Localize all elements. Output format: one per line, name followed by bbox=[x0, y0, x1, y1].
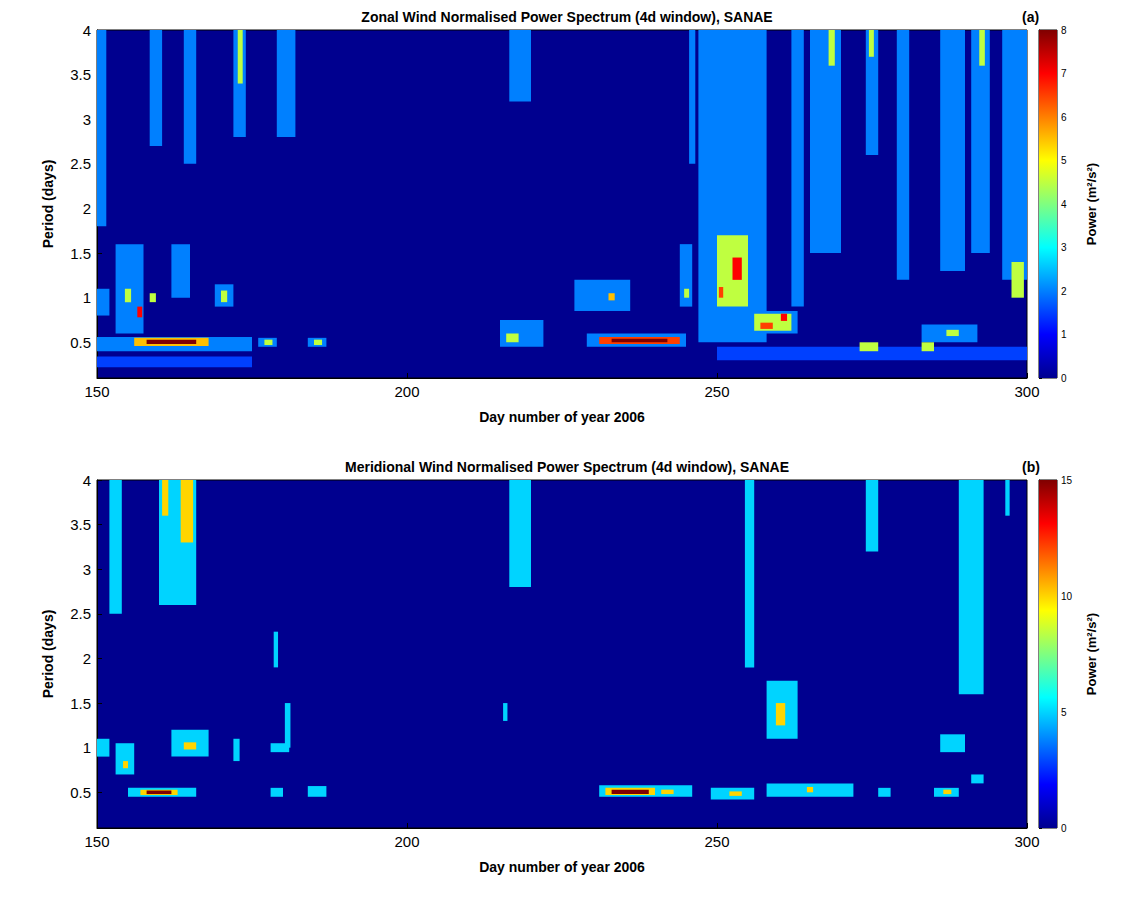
svg-text:0.5: 0.5 bbox=[70, 334, 91, 351]
svg-text:0.5: 0.5 bbox=[70, 784, 91, 801]
svg-text:Day number of year 2006: Day number of year 2006 bbox=[479, 859, 645, 875]
svg-text:1: 1 bbox=[83, 289, 91, 306]
svg-text:200: 200 bbox=[394, 833, 419, 850]
svg-text:0: 0 bbox=[1061, 823, 1067, 834]
svg-text:6: 6 bbox=[1061, 112, 1067, 123]
svg-text:200: 200 bbox=[394, 383, 419, 400]
svg-text:250: 250 bbox=[704, 833, 729, 850]
svg-text:15: 15 bbox=[1061, 475, 1073, 486]
svg-text:4: 4 bbox=[83, 472, 91, 489]
svg-text:Power (m²/s²): Power (m²/s²) bbox=[1084, 613, 1099, 695]
svg-text:3.5: 3.5 bbox=[70, 516, 91, 533]
svg-text:3.5: 3.5 bbox=[70, 66, 91, 83]
svg-text:150: 150 bbox=[84, 383, 109, 400]
svg-text:2: 2 bbox=[83, 650, 91, 667]
svg-text:2: 2 bbox=[1061, 286, 1067, 297]
svg-text:0: 0 bbox=[1061, 373, 1067, 384]
svg-text:300: 300 bbox=[1014, 383, 1039, 400]
svg-text:3: 3 bbox=[83, 111, 91, 128]
svg-text:2.5: 2.5 bbox=[70, 605, 91, 622]
svg-text:Period (days): Period (days) bbox=[40, 160, 56, 249]
svg-text:Power (m²/s²): Power (m²/s²) bbox=[1084, 163, 1099, 245]
svg-text:3: 3 bbox=[1061, 242, 1067, 253]
svg-text:Zonal Wind Normalised Power Sp: Zonal Wind Normalised Power Spectrum (4d… bbox=[361, 9, 772, 25]
svg-text:1.5: 1.5 bbox=[70, 695, 91, 712]
svg-text:1: 1 bbox=[1061, 329, 1067, 340]
svg-text:2.5: 2.5 bbox=[70, 155, 91, 172]
svg-text:Day number of year 2006: Day number of year 2006 bbox=[479, 409, 645, 425]
svg-text:(b): (b) bbox=[1022, 459, 1040, 475]
svg-text:3: 3 bbox=[83, 561, 91, 578]
svg-text:2: 2 bbox=[83, 200, 91, 217]
svg-text:250: 250 bbox=[704, 383, 729, 400]
svg-text:7: 7 bbox=[1061, 68, 1067, 79]
svg-text:5: 5 bbox=[1061, 707, 1067, 718]
svg-text:4: 4 bbox=[1061, 199, 1067, 210]
svg-text:8: 8 bbox=[1061, 25, 1067, 36]
svg-text:5: 5 bbox=[1061, 155, 1067, 166]
svg-text:150: 150 bbox=[84, 833, 109, 850]
svg-text:(a): (a) bbox=[1022, 9, 1039, 25]
svg-text:1: 1 bbox=[83, 739, 91, 756]
svg-text:10: 10 bbox=[1061, 591, 1073, 602]
svg-text:1.5: 1.5 bbox=[70, 245, 91, 262]
svg-text:Period (days): Period (days) bbox=[40, 610, 56, 699]
svg-text:300: 300 bbox=[1014, 833, 1039, 850]
svg-text:Meridional Wind Normalised Pow: Meridional Wind Normalised Power Spectru… bbox=[345, 459, 789, 475]
svg-text:4: 4 bbox=[83, 22, 91, 39]
